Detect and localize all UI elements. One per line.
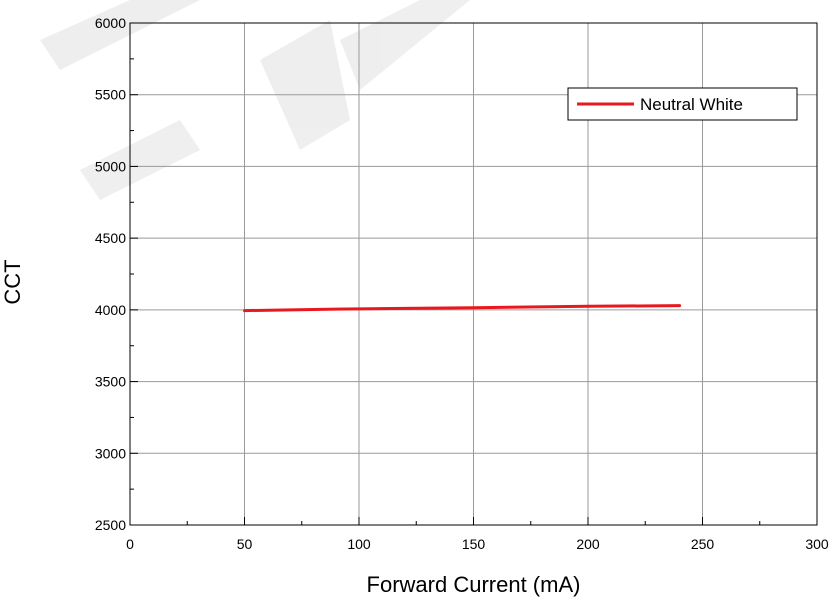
- x-axis-title: Forward Current (mA): [367, 572, 581, 597]
- x-tick-label: 150: [462, 536, 486, 552]
- axis-ticks: [129, 22, 818, 526]
- y-axis-title: CCT: [0, 259, 25, 304]
- x-tick-label: 0: [126, 536, 134, 552]
- grid: [130, 23, 817, 525]
- x-tick-label: 100: [347, 536, 371, 552]
- y-tick-label: 2500: [95, 517, 126, 533]
- y-tick-label: 5000: [95, 158, 126, 174]
- x-tick-label: 200: [576, 536, 600, 552]
- legend: Neutral White: [567, 87, 798, 121]
- y-tick-label: 6000: [95, 15, 126, 31]
- y-tick-label: 4000: [95, 302, 126, 318]
- x-tick-label: 50: [237, 536, 253, 552]
- legend-label: Neutral White: [640, 95, 743, 114]
- y-tick-label: 3000: [95, 445, 126, 461]
- y-tick-label: 3500: [95, 374, 126, 390]
- x-tick-labels: 0 50 100 150 200 250 300: [126, 536, 829, 552]
- x-tick-label: 300: [805, 536, 829, 552]
- x-tick-label: 250: [691, 536, 715, 552]
- y-tick-labels: 2500 3000 3500 4000 4500 5000 5500 6000: [95, 15, 126, 533]
- y-tick-label: 5500: [95, 87, 126, 103]
- series-line-neutral-white: [243, 304, 682, 313]
- series-layer: [243, 304, 682, 313]
- y-tick-label: 4500: [95, 230, 126, 246]
